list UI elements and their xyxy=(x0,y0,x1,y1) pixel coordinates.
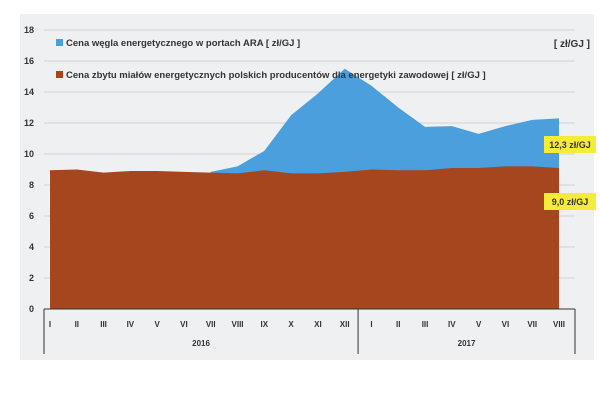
x-tick-label: V xyxy=(154,320,160,329)
year-label: 2017 xyxy=(458,339,476,348)
y-tick-label: 16 xyxy=(24,56,34,66)
x-tick-label: XII xyxy=(340,320,350,329)
x-tick-label: VIII xyxy=(232,320,244,329)
y-tick-label: 6 xyxy=(29,211,34,221)
x-tick-label: I xyxy=(370,320,372,329)
legend-label: Cena zbytu miałów energetycznych polskic… xyxy=(66,70,486,81)
y-tick-label: 2 xyxy=(29,273,34,283)
y-tick-label: 8 xyxy=(29,180,34,190)
x-tick-label: I xyxy=(49,320,51,329)
y-tick-label: 12 xyxy=(24,118,34,128)
x-tick-label: XI xyxy=(314,320,322,329)
x-tick-label: IV xyxy=(127,320,135,329)
value-callout xyxy=(544,136,596,153)
y-tick-label: 4 xyxy=(29,242,34,252)
x-tick-label: II xyxy=(396,320,400,329)
x-tick-label: III xyxy=(100,320,107,329)
value-callout-text: 12,3 zł/GJ xyxy=(549,140,591,150)
x-tick-label: VII xyxy=(527,320,537,329)
x-tick-label: VIII xyxy=(553,320,565,329)
x-tick-label: IV xyxy=(448,320,456,329)
series-area-1 xyxy=(50,166,559,309)
legend-label: Cena węgla energetycznego w portach ARA … xyxy=(66,38,300,49)
y-tick-label: 0 xyxy=(29,304,34,314)
x-tick-label: X xyxy=(288,320,294,329)
year-label: 2016 xyxy=(192,339,210,348)
y-tick-label: 14 xyxy=(24,87,34,97)
x-tick-label: VI xyxy=(502,320,510,329)
x-tick-label: VI xyxy=(180,320,188,329)
legend-swatch xyxy=(56,39,63,46)
unit-label: [ zł/GJ ] xyxy=(554,39,590,50)
x-tick-label: V xyxy=(476,320,482,329)
value-callout xyxy=(544,193,596,210)
x-tick-label: II xyxy=(75,320,79,329)
legend-swatch xyxy=(56,71,63,78)
y-tick-label: 10 xyxy=(24,149,34,159)
x-tick-label: III xyxy=(422,320,429,329)
x-tick-label: VII xyxy=(206,320,216,329)
value-callout-text: 9,0 zł/GJ xyxy=(552,197,589,207)
x-tick-label: IX xyxy=(261,320,269,329)
y-tick-label: 18 xyxy=(24,25,34,35)
